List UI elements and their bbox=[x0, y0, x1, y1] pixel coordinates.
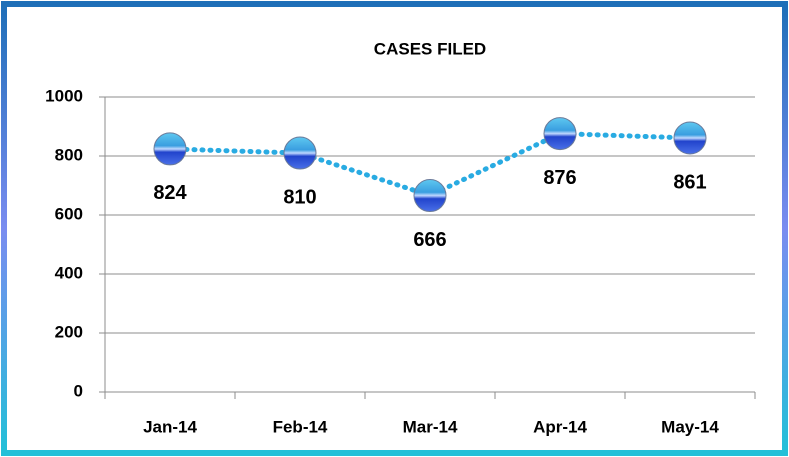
y-tick-label: 1000 bbox=[45, 86, 83, 105]
y-tick-label: 200 bbox=[55, 322, 83, 341]
y-tick-label: 600 bbox=[55, 204, 83, 223]
chart-title: CASES FILED bbox=[374, 39, 486, 58]
x-tick-label: May-14 bbox=[661, 417, 719, 436]
marker bbox=[153, 132, 187, 166]
y-tick-label: 0 bbox=[74, 381, 83, 400]
x-tick-label: Feb-14 bbox=[273, 417, 328, 436]
data-label: 824 bbox=[153, 182, 187, 204]
data-label: 810 bbox=[283, 186, 316, 208]
x-tick-label: Apr-14 bbox=[533, 417, 587, 436]
data-label: 876 bbox=[543, 167, 576, 189]
marker bbox=[543, 117, 577, 151]
marker bbox=[283, 136, 317, 170]
data-label: 861 bbox=[673, 171, 706, 193]
y-tick-label: 800 bbox=[55, 145, 83, 164]
x-tick-label: Mar-14 bbox=[403, 417, 458, 436]
data-label: 666 bbox=[413, 229, 446, 251]
x-tick-label: Jan-14 bbox=[143, 417, 197, 436]
marker bbox=[673, 121, 707, 155]
marker bbox=[413, 179, 447, 213]
y-tick-label: 400 bbox=[55, 263, 83, 282]
